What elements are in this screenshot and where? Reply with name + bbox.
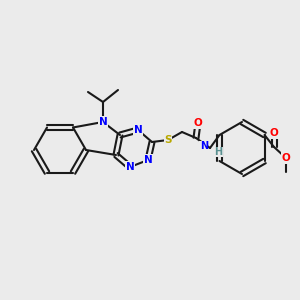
Text: H: H: [214, 147, 222, 157]
Text: N: N: [144, 155, 152, 165]
Text: O: O: [194, 118, 202, 128]
Text: N: N: [126, 162, 134, 172]
Text: N: N: [200, 141, 208, 151]
Text: N: N: [134, 125, 142, 135]
Text: S: S: [164, 135, 172, 145]
Text: O: O: [282, 153, 290, 163]
Text: O: O: [270, 128, 278, 138]
Text: N: N: [99, 117, 107, 127]
